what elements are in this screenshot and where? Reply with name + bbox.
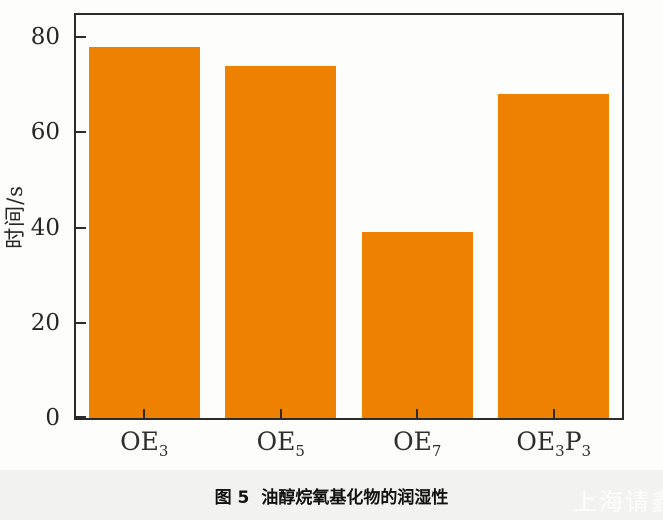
y-tick-mark bbox=[76, 226, 86, 229]
bar-OE3P3 bbox=[498, 94, 610, 418]
plot-area bbox=[76, 15, 622, 418]
x-tick-mark bbox=[552, 409, 555, 418]
label-text: OE bbox=[256, 427, 296, 456]
label-text: P bbox=[564, 427, 582, 456]
y-tick-mark bbox=[76, 321, 86, 324]
y-tick-mark bbox=[76, 36, 86, 38]
x-category-label-OE3: OE3 bbox=[120, 427, 168, 460]
bar-OE3 bbox=[88, 47, 200, 418]
x-category-label-OE5: OE5 bbox=[256, 427, 305, 460]
figure-caption-text: 油醇烷氧基化物的润湿性 bbox=[261, 487, 449, 508]
y-tick-mark bbox=[76, 416, 86, 418]
bar-OE5 bbox=[225, 66, 337, 418]
y-tick-mark bbox=[76, 131, 86, 134]
bar-chart: 时间/s 0 20 40 60 80 OE3 OE5 OE7 OE3P3 bbox=[0, 13, 624, 463]
watermark-text: 上海请鑫 bbox=[573, 488, 663, 516]
plot-frame bbox=[74, 13, 624, 420]
subscript: 3 bbox=[555, 442, 565, 460]
label-text: OE bbox=[120, 427, 159, 456]
subscript: 3 bbox=[158, 442, 169, 460]
label-text: OE bbox=[393, 427, 432, 456]
x-category-label-OE3P3: OE3P3 bbox=[516, 427, 591, 460]
figure-caption: 图 5 油醇烷氧基化物的润湿性 bbox=[215, 483, 449, 508]
bar-OE7 bbox=[361, 232, 473, 418]
y-tick-label: 60 bbox=[30, 119, 60, 146]
y-tick-label: 40 bbox=[30, 214, 60, 241]
y-tick-label: 80 bbox=[30, 24, 60, 50]
y-axis-tick-labels: 0 20 40 60 80 bbox=[0, 15, 66, 431]
x-category-slot: OE3P3 bbox=[486, 427, 623, 463]
x-category-slot: OE5 bbox=[213, 427, 350, 463]
x-axis-category-labels: OE3 OE5 OE7 OE3P3 bbox=[76, 427, 622, 463]
subscript: 5 bbox=[295, 442, 305, 460]
y-tick-label: 20 bbox=[30, 309, 60, 336]
figure-number: 图 5 bbox=[214, 487, 250, 508]
subscript: 3 bbox=[581, 442, 592, 460]
subscript: 7 bbox=[431, 442, 442, 460]
label-text: OE bbox=[516, 427, 556, 456]
x-category-slot: OE3 bbox=[76, 427, 213, 463]
x-tick-mark bbox=[416, 409, 419, 418]
x-category-label-OE7: OE7 bbox=[393, 427, 441, 460]
x-tick-mark bbox=[279, 409, 282, 418]
x-category-slot: OE7 bbox=[349, 427, 486, 463]
caption-strip: 图 5 油醇烷氧基化物的润湿性 上海请鑫 bbox=[0, 470, 663, 520]
x-tick-mark bbox=[143, 409, 146, 418]
y-tick-label: 0 bbox=[45, 405, 60, 431]
